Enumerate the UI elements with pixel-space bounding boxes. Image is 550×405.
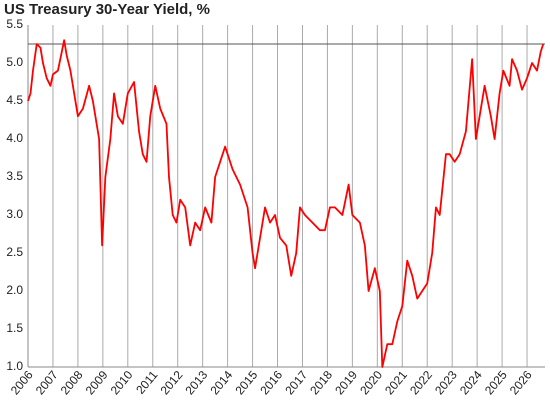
chart-title: US Treasury 30-Year Yield, %: [4, 1, 210, 18]
y-tick-label: 2.5: [6, 245, 23, 259]
y-tick-label: 2.0: [6, 283, 23, 297]
x-tick-label: 2021: [382, 368, 410, 398]
x-tick-label: 2017: [282, 368, 310, 398]
y-tick-label: 1.5: [6, 321, 23, 335]
x-tick-label: 2025: [482, 368, 510, 398]
series-line: [27, 39, 545, 368]
x-tick-label: 2016: [257, 368, 285, 398]
x-tick-label: 2015: [232, 368, 260, 398]
y-tick-label: 4.5: [6, 93, 23, 107]
x-tick-label: 2022: [407, 368, 435, 398]
x-tick-label: 2024: [457, 368, 485, 398]
x-tick-label: 2008: [58, 368, 86, 398]
x-tick-label: 2012: [158, 368, 186, 398]
x-tick-label: 2014: [207, 368, 235, 398]
x-tick-label: 2010: [108, 368, 136, 398]
y-tick-label: 5.0: [6, 55, 23, 69]
x-tick-label: 2013: [183, 368, 211, 398]
y-tick-label: 4.0: [6, 131, 23, 145]
x-tick-label: 2007: [33, 368, 61, 398]
y-tick-label: 5.5: [6, 17, 23, 31]
x-tick-label: 2009: [83, 368, 111, 398]
y-tick-label: 1.0: [6, 359, 23, 373]
x-tick-label: 2020: [357, 368, 385, 398]
x-tick-label: 2019: [332, 368, 360, 398]
y-tick-label: 3.0: [6, 207, 23, 221]
x-tick-label: 2023: [432, 368, 460, 398]
y-tick-label: 3.5: [6, 169, 23, 183]
x-tick-label: 2026: [507, 368, 535, 398]
x-tick-label: 2011: [133, 368, 161, 397]
x-tick-label: 2018: [307, 368, 335, 398]
